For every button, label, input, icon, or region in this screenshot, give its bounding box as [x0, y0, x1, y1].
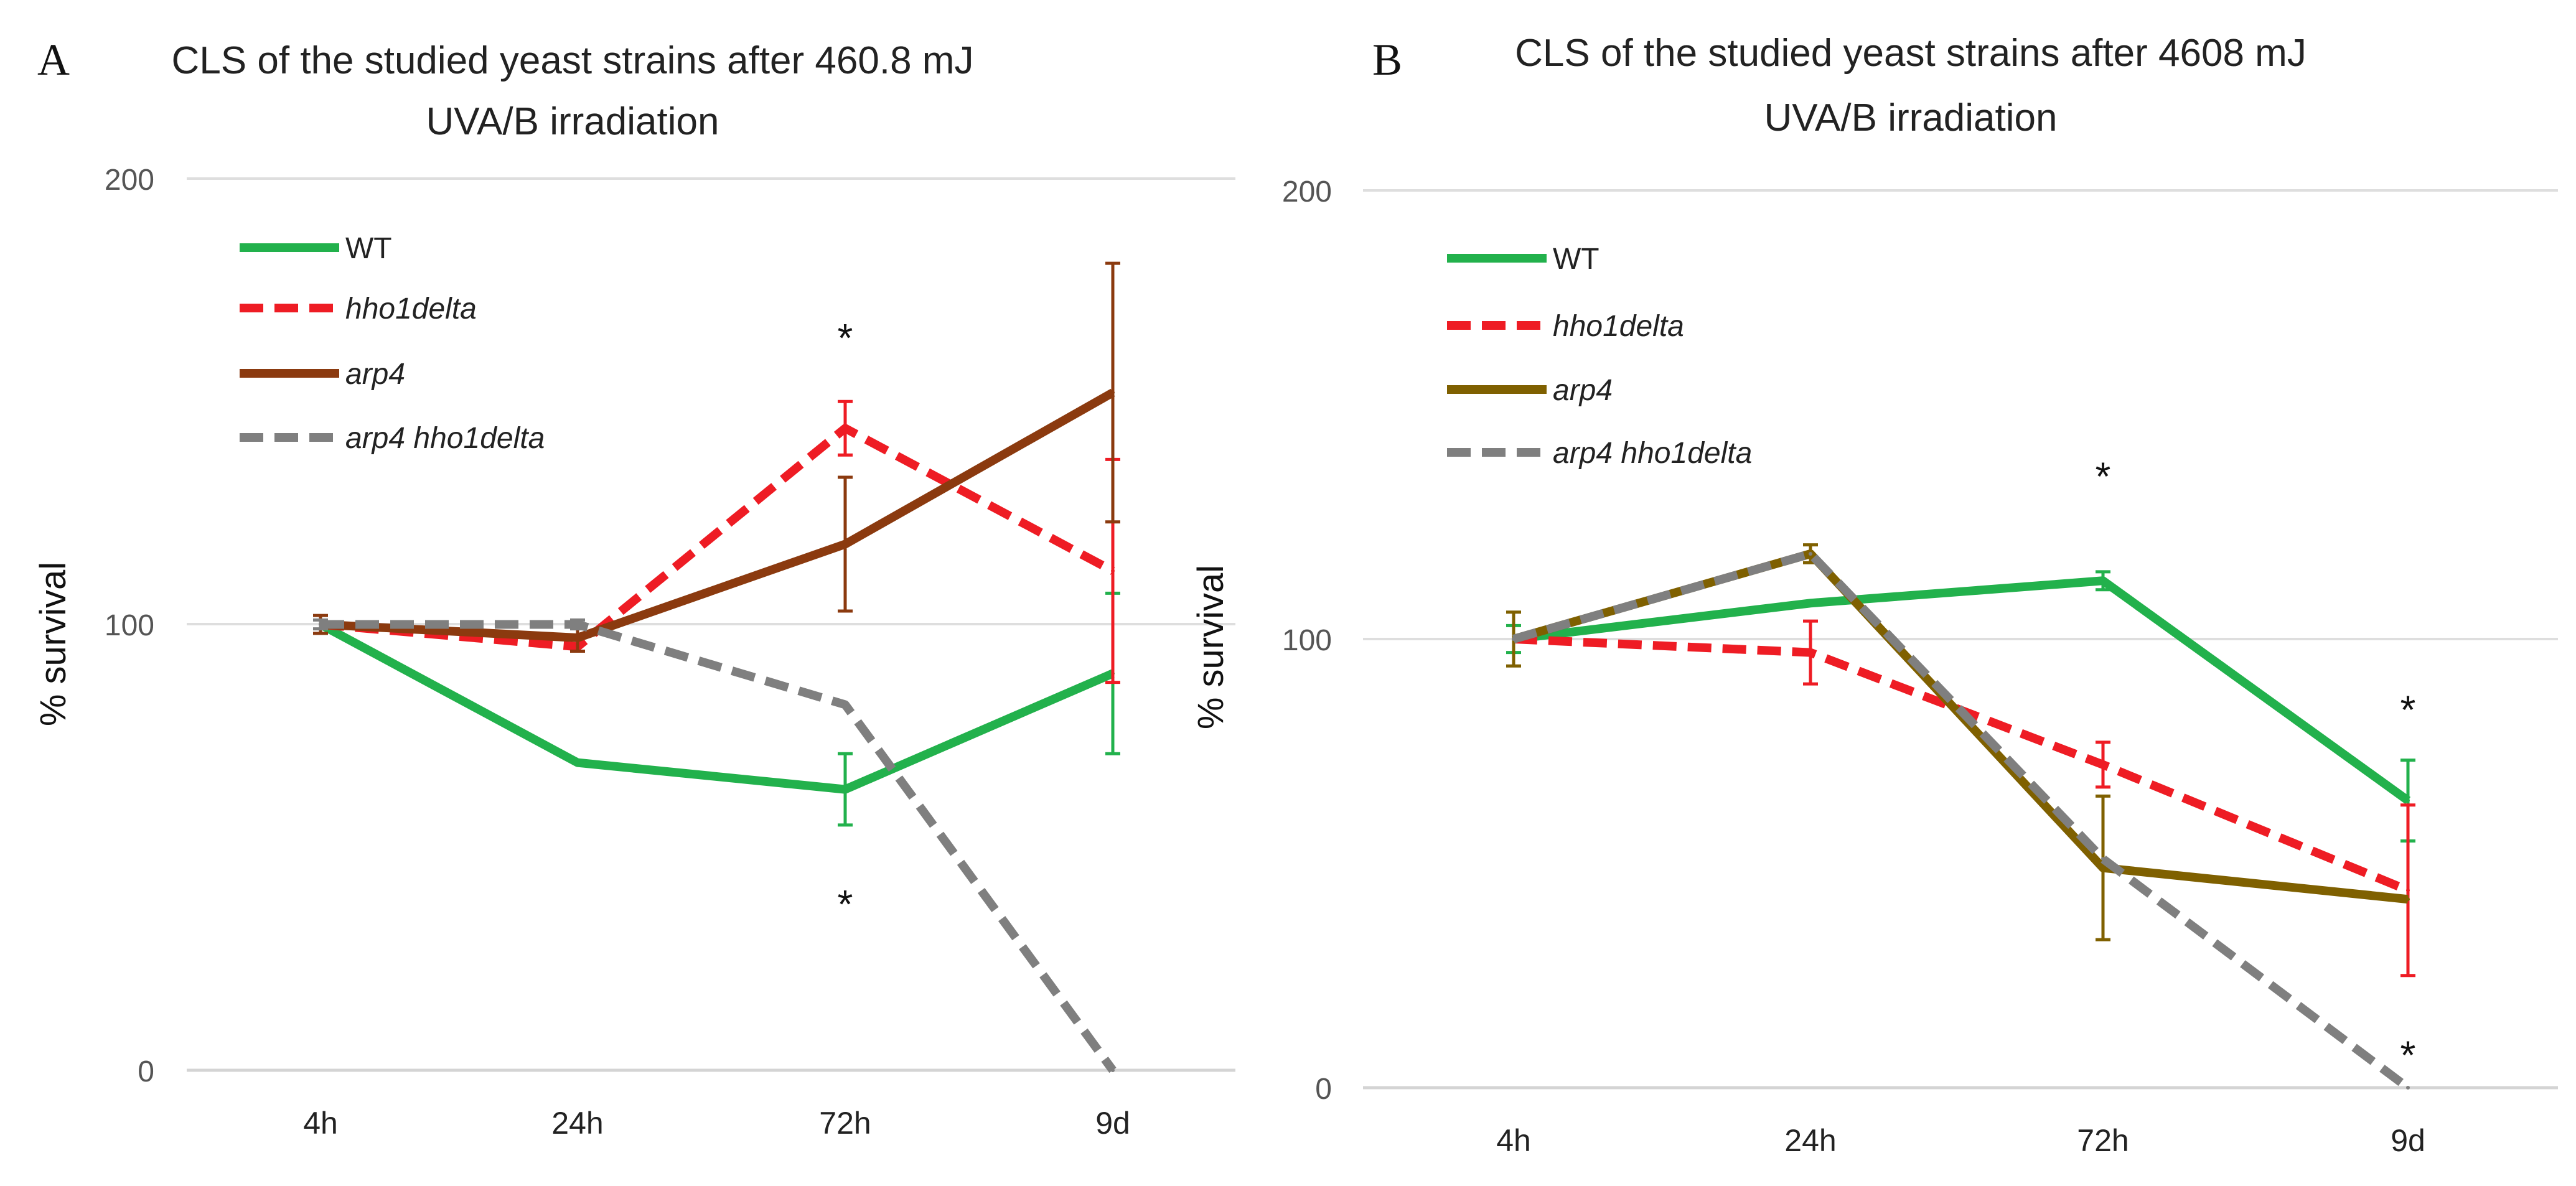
y-tick-label-b-200: 200 [1282, 175, 1332, 208]
error-bar-wt-72h-a [838, 752, 853, 827]
legend-label-arp4-b: arp4 [1553, 374, 1613, 407]
x-tick-label-b-24h: 24h [1784, 1123, 1836, 1158]
chart-title-a-line2: UVA/B irradiation [426, 100, 719, 143]
legend-label-wt-a: WT [345, 232, 392, 265]
legend-a: WT hho1delta arp4 arp4 hho1delta [240, 232, 545, 455]
data-point-arp4-hho1delta-9d-a [1111, 1068, 1115, 1072]
data-point-arp4-hho1delta-4h-b [1512, 637, 1515, 641]
x-tick-label-a-4h: 4h [303, 1106, 338, 1141]
significance-asterisk-b-0: * [2096, 454, 2111, 498]
x-tick-label-a-24h: 24h [551, 1106, 603, 1141]
data-point-arp4-hho1delta-24h-b [1809, 552, 1812, 556]
data-point-arp4-hho1delta-72h-b [2101, 857, 2105, 861]
plot-area-a: ** [313, 261, 1120, 1073]
significance-asterisk-a-1: * [838, 882, 853, 927]
x-tick-label-a-72h: 72h [819, 1106, 871, 1141]
chart-title-a-line1: CLS of the studied yeast strains after 4… [172, 39, 974, 82]
data-point-arp4-hho1delta-9d-b [2406, 1086, 2410, 1090]
data-point-wt-24h-b [1809, 601, 1812, 605]
plot-area-b: * * * [1506, 454, 2416, 1091]
series-line-arp4-b [1512, 549, 2409, 904]
legend-label-arp4-a: arp4 [345, 358, 405, 391]
data-point-wt-24h-a [576, 760, 579, 765]
series-line-arp4-hho1delta-b [1512, 549, 2411, 1091]
legend-label-wt-b: WT [1553, 243, 1599, 276]
error-bar-arp4-9d-a [1105, 261, 1120, 524]
legend-label-hho1delta-b: hho1delta [1553, 310, 1684, 343]
y-tick-label-b-100: 100 [1282, 624, 1332, 657]
data-point-arp4-hho1delta-72h-a [843, 703, 847, 707]
error-bar-hho1delta-72h-b [2096, 740, 2110, 789]
chart-title-b-line1: CLS of the studied yeast strains after 4… [1515, 32, 2307, 75]
legend-b: WT hho1delta arp4 arp4 hho1delta [1447, 243, 1752, 470]
y-tick-label-b-0: 0 [1315, 1073, 1332, 1106]
y-axis-label-a: % survival [33, 562, 73, 726]
y-tick-label-a-100: 100 [105, 609, 154, 642]
x-tick-label-b-4h: 4h [1496, 1123, 1531, 1158]
series-line-hho1delta-a [320, 424, 1115, 651]
error-bar-arp4-hho1delta-24h-a [570, 618, 585, 631]
x-tick-label-a-9d: 9d [1095, 1106, 1130, 1141]
significance-asterisk-a-0: * [838, 315, 853, 360]
significance-asterisk-b-1: * [2400, 687, 2416, 732]
x-tick-label-b-72h: 72h [2077, 1123, 2129, 1158]
error-bar-arp4-72h-b [2096, 794, 2110, 941]
series-line-arp4-hho1delta-a [321, 620, 1117, 1073]
y-axis-label-b: % survival [1191, 565, 1231, 729]
data-point-arp4-9d-b [2406, 897, 2410, 902]
series-line-arp4-a [320, 388, 1115, 642]
panel-letter-b: B [1372, 35, 1402, 85]
series-line-wt-a [318, 620, 1115, 794]
series-line-hho1delta-b [1513, 635, 2410, 895]
legend-label-arp4-hho1delta-a: arp4 hho1delta [345, 422, 545, 455]
x-tick-label-b-9d: 9d [2391, 1123, 2425, 1158]
error-bar-hho1delta-72h-a [838, 399, 853, 457]
chart-panel-a: A CLS of the studied yeast strains after… [33, 35, 1235, 1141]
significance-asterisk-b-2: * [2400, 1033, 2416, 1078]
error-bar-wt-72h-b [2096, 570, 2110, 592]
legend-label-hho1delta-a: hho1delta [345, 292, 477, 325]
series-line-wt-b [1513, 576, 2411, 805]
chart-title-b-line2: UVA/B irradiation [1764, 96, 2058, 139]
error-bar-hho1delta-24h-b [1803, 619, 1818, 686]
error-bar-arp4-hho1delta-4h-a [313, 618, 328, 631]
chart-panel-b: B CLS of the studied yeast strains after… [1191, 32, 2558, 1158]
error-bar-arp4-72h-a [838, 475, 853, 613]
panel-letter-a: A [37, 35, 70, 85]
legend-label-arp4-hho1delta-b: arp4 hho1delta [1553, 437, 1752, 470]
y-tick-label-a-200: 200 [105, 164, 154, 197]
error-bar-hho1delta-9d-b [2400, 803, 2415, 978]
y-tick-label-a-0: 0 [138, 1055, 154, 1088]
